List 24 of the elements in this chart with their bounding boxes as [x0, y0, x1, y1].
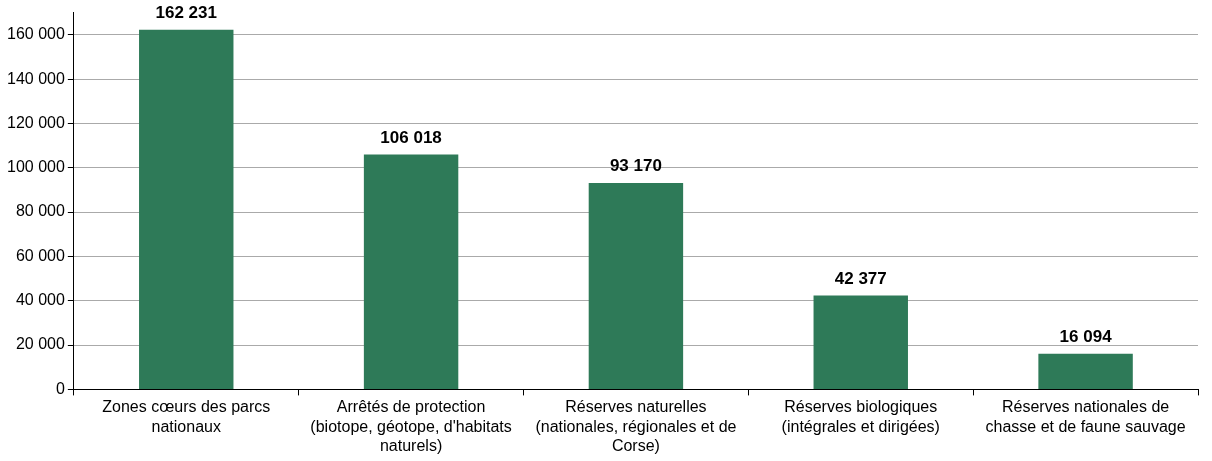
- x-tick-label: Réserves naturelles (nationales, régionales et de Corse): [535, 398, 737, 454]
- bar: [813, 295, 908, 389]
- x-tick-label: Zones cœurs des parcs nationaux: [102, 398, 271, 435]
- data-label: 162 231: [155, 3, 217, 23]
- bar: [1038, 353, 1133, 389]
- y-tick-label: 160 000: [6, 25, 65, 43]
- x-tick-label: Réserves biologiques (intégrales et dirigées): [781, 398, 940, 435]
- data-label: 93 170: [609, 156, 662, 176]
- bar: [363, 154, 459, 389]
- x-tick-label: Arrêtés de protection (biotope, géotope, d'habitats naturels): [310, 398, 512, 454]
- y-tick-label: 80 000: [15, 202, 65, 220]
- y-tick-label: 40 000: [15, 291, 65, 309]
- data-label: 42 377: [834, 268, 887, 288]
- data-label: 106 018: [380, 127, 442, 147]
- y-tick-label: 140 000: [6, 69, 65, 87]
- bar: [139, 29, 234, 389]
- data-label: 16 094: [1059, 326, 1113, 346]
- y-tick-label: 120 000: [6, 113, 65, 131]
- y-tick-label: 0: [55, 379, 65, 397]
- y-tick-label: 60 000: [15, 246, 65, 264]
- y-tick-label: 100 000: [6, 158, 65, 176]
- y-tick-label: 20 000: [15, 335, 65, 353]
- bar: [588, 182, 684, 389]
- x-tick-label: Réserves nationales de chasse et de faune sauvage: [985, 398, 1186, 435]
